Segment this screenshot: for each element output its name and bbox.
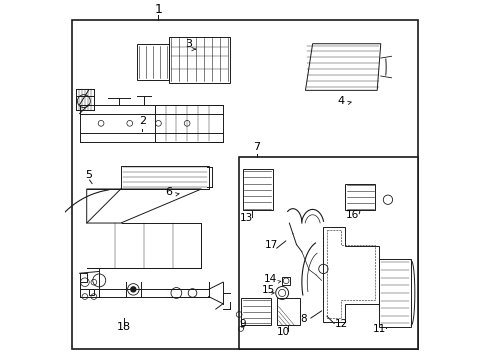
- Text: 17: 17: [264, 240, 278, 250]
- Bar: [80, 273, 87, 282]
- Bar: [121, 166, 208, 189]
- Text: 14: 14: [263, 274, 276, 284]
- Text: 2: 2: [139, 116, 145, 126]
- Text: 15: 15: [262, 285, 275, 295]
- Text: 9: 9: [239, 319, 245, 329]
- Bar: [242, 169, 273, 211]
- Text: 6: 6: [165, 187, 172, 197]
- Bar: [88, 289, 94, 295]
- Text: 16: 16: [345, 210, 358, 220]
- Text: 11: 11: [371, 324, 385, 334]
- Bar: [344, 184, 375, 211]
- Text: 7: 7: [253, 141, 260, 152]
- Text: 1: 1: [154, 3, 162, 16]
- Bar: [276, 298, 300, 325]
- Text: 4: 4: [337, 96, 344, 106]
- Text: 12: 12: [334, 319, 347, 329]
- Text: 13: 13: [239, 213, 252, 223]
- Text: 3: 3: [185, 39, 192, 49]
- Bar: [282, 277, 289, 285]
- Text: 10: 10: [276, 327, 289, 337]
- Text: 8: 8: [300, 314, 306, 324]
- Bar: [169, 37, 230, 83]
- Bar: [137, 44, 169, 80]
- Bar: [378, 259, 410, 327]
- Text: 5: 5: [85, 170, 92, 180]
- Circle shape: [131, 287, 136, 292]
- Text: 18: 18: [117, 322, 131, 332]
- Bar: [239, 157, 418, 348]
- Bar: [241, 298, 271, 325]
